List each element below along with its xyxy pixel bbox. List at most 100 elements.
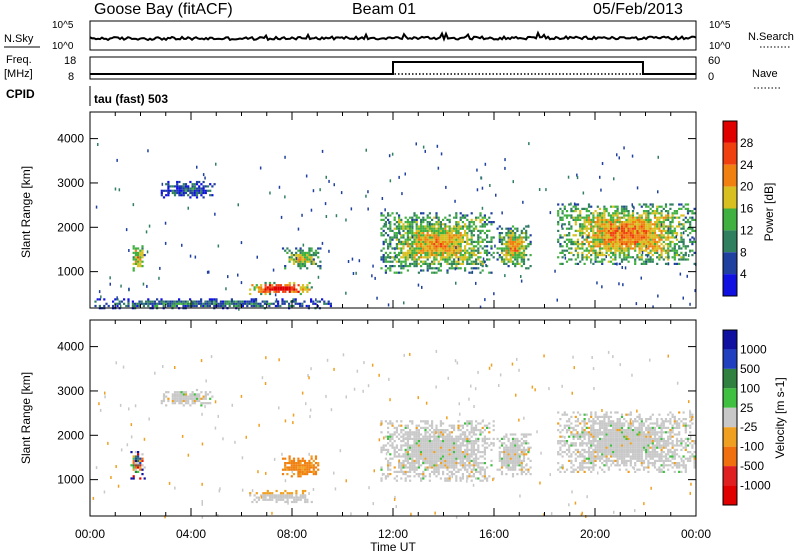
echo-cell bbox=[442, 462, 445, 465]
echo-cell bbox=[415, 260, 418, 263]
echo-cell bbox=[614, 214, 617, 217]
echo-cell bbox=[673, 212, 676, 215]
echo-cell bbox=[520, 256, 523, 259]
echo-cell bbox=[618, 240, 621, 243]
echo-cell bbox=[200, 194, 203, 197]
echo-cell bbox=[614, 245, 617, 248]
echo-cell bbox=[511, 451, 515, 454]
echo-cell bbox=[444, 245, 447, 248]
echo-cell bbox=[395, 271, 398, 274]
echo-cell bbox=[638, 232, 641, 235]
echo-cell bbox=[257, 496, 261, 499]
echo-cell bbox=[466, 234, 469, 237]
echo-cell bbox=[507, 251, 510, 254]
echo-cell bbox=[516, 446, 519, 449]
echo-cell bbox=[200, 298, 203, 301]
echo-cell bbox=[656, 216, 659, 219]
echo-cell bbox=[433, 457, 436, 460]
echo-cell bbox=[409, 262, 412, 265]
echo-cell bbox=[664, 256, 668, 259]
echo-cell bbox=[472, 247, 475, 250]
echo-cell bbox=[660, 243, 663, 246]
echo-cell bbox=[446, 254, 449, 257]
echo-cell bbox=[598, 424, 602, 427]
echo-cell bbox=[252, 304, 255, 308]
echo-cell bbox=[520, 258, 523, 261]
echo-cell bbox=[667, 225, 670, 228]
echo-cell bbox=[612, 444, 615, 447]
echo-cell bbox=[492, 236, 495, 239]
echo-cell bbox=[483, 448, 486, 451]
scatter-cell bbox=[272, 268, 275, 272]
echo-cell bbox=[420, 256, 423, 259]
echo-cell bbox=[583, 256, 586, 259]
echo-cell bbox=[468, 433, 471, 436]
echo-cell bbox=[503, 457, 506, 460]
echo-cell bbox=[561, 451, 564, 454]
echo-cell bbox=[433, 254, 436, 257]
echo-cell bbox=[601, 448, 604, 451]
echo-cell bbox=[631, 234, 635, 237]
echo-cell bbox=[669, 249, 672, 252]
echo-cell bbox=[616, 234, 619, 237]
echo-cell bbox=[308, 260, 311, 263]
echo-cell bbox=[263, 302, 266, 305]
echo-cell bbox=[516, 437, 519, 440]
echo-cell bbox=[583, 470, 586, 473]
echo-cell bbox=[472, 462, 475, 465]
echo-cell bbox=[178, 298, 181, 301]
echo-cell bbox=[413, 236, 416, 239]
echo-cell bbox=[312, 262, 315, 265]
echo-cell bbox=[450, 440, 453, 443]
echo-cell bbox=[294, 298, 297, 301]
echo-cell bbox=[457, 234, 460, 237]
echo-cell bbox=[426, 426, 429, 429]
echo-cell bbox=[649, 232, 652, 235]
echo-cell bbox=[301, 494, 305, 497]
echo-cell bbox=[406, 232, 409, 235]
echo-cell bbox=[511, 243, 515, 246]
echo-cell bbox=[409, 464, 412, 467]
echo-cell bbox=[477, 229, 480, 232]
echo-cell bbox=[297, 262, 300, 265]
echo-cell bbox=[257, 498, 261, 501]
echo-cell bbox=[603, 216, 606, 219]
echo-cell bbox=[195, 189, 199, 192]
echo-cell bbox=[507, 243, 510, 246]
echo-cell bbox=[431, 267, 434, 270]
echo-cell bbox=[563, 411, 566, 414]
echo-cell bbox=[297, 284, 300, 287]
echo-cell bbox=[518, 240, 521, 243]
echo-cell bbox=[618, 446, 621, 449]
echo-cell bbox=[671, 236, 674, 239]
echo-cell bbox=[299, 288, 302, 291]
scatter-cell bbox=[512, 180, 514, 184]
echo-cell bbox=[592, 459, 595, 462]
echo-cell bbox=[134, 470, 137, 473]
echo-cell bbox=[413, 446, 416, 449]
echo-cell bbox=[200, 189, 203, 192]
echo-cell bbox=[393, 446, 396, 449]
echo-cell bbox=[426, 265, 429, 268]
echo-cell bbox=[625, 214, 628, 217]
echo-cell bbox=[450, 254, 453, 257]
echo-cell bbox=[417, 475, 420, 478]
echo-cell bbox=[439, 221, 442, 224]
echo-cell bbox=[653, 214, 657, 217]
scatter-cell bbox=[120, 284, 122, 288]
echo-cell bbox=[306, 256, 309, 259]
echo-cell bbox=[424, 466, 427, 469]
echo-cell bbox=[417, 444, 420, 447]
echo-cell bbox=[614, 210, 617, 213]
echo-cell bbox=[509, 448, 512, 451]
echo-cell bbox=[393, 455, 396, 458]
echo-cell bbox=[293, 284, 296, 287]
echo-cell bbox=[395, 256, 398, 259]
echo-cell bbox=[570, 415, 573, 418]
echo-cell bbox=[603, 210, 606, 213]
echo-cell bbox=[612, 437, 615, 440]
echo-cell bbox=[481, 229, 484, 232]
echo-cell bbox=[598, 247, 602, 250]
echo-cell bbox=[481, 426, 484, 429]
echo-cell bbox=[308, 470, 311, 473]
